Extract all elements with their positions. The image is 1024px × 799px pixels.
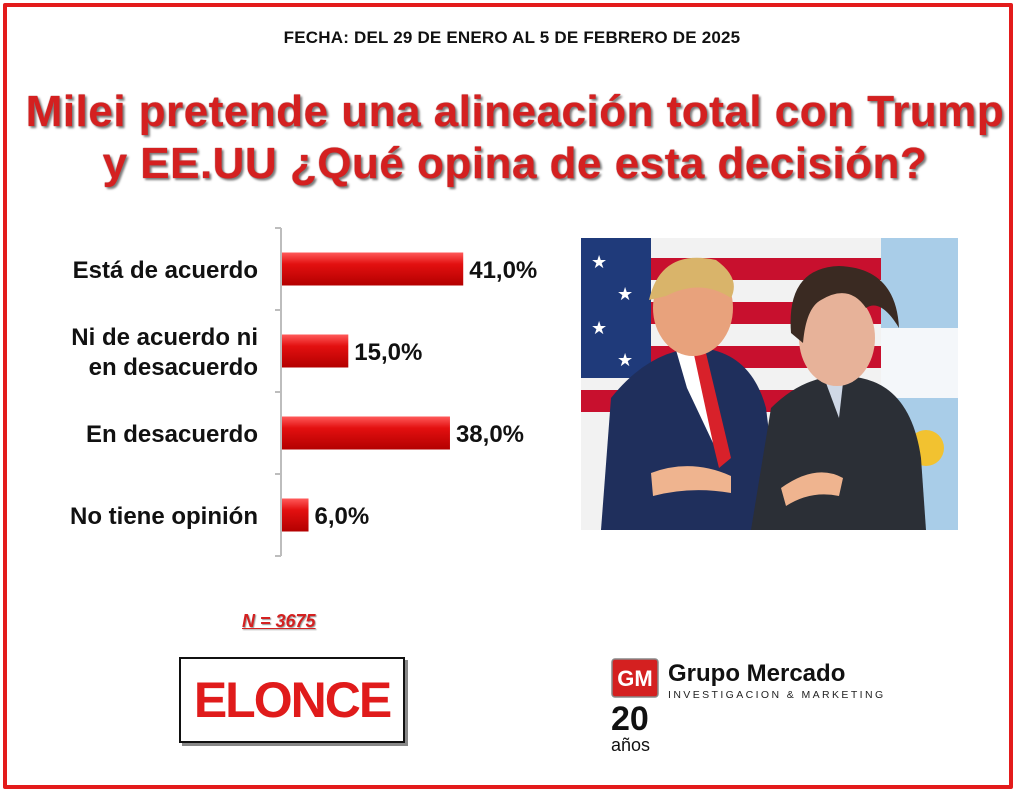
bar bbox=[282, 334, 349, 368]
svg-text:★: ★ bbox=[591, 252, 607, 273]
anniversary-number: 20 bbox=[611, 700, 649, 738]
title-line-2: y EE.UU ¿Qué opina de esta decisión? bbox=[102, 139, 928, 188]
bar bbox=[282, 498, 309, 532]
category-label: Está de acuerdo bbox=[73, 257, 258, 284]
bar bbox=[282, 252, 464, 286]
category-label-line: en desacuerdo bbox=[89, 354, 258, 381]
category-label-line: No tiene opinión bbox=[70, 503, 258, 530]
grupo-mercado-name: Grupo Mercado bbox=[668, 660, 846, 687]
trump-milei-photo: ★ ★ ★ ★ bbox=[581, 238, 958, 530]
grupo-mercado-tagline: INVESTIGACION & MARKETING bbox=[668, 689, 886, 701]
red-border-frame bbox=[3, 3, 1013, 789]
category-label: Ni de acuerdo ni en desacuerdo bbox=[71, 324, 258, 381]
chart-title: Milei pretende una alineación total con … bbox=[20, 86, 1010, 190]
gm-mark-text: GM bbox=[617, 666, 652, 691]
category-label-line: Ni de acuerdo ni bbox=[71, 324, 258, 351]
svg-text:★: ★ bbox=[617, 284, 633, 305]
value-label: 41,0% bbox=[469, 257, 537, 284]
sample-size: N = 3675 bbox=[242, 611, 316, 631]
svg-text:★: ★ bbox=[591, 318, 607, 339]
grupo-mercado-logo-icon: GM bbox=[611, 658, 659, 698]
category-label-line: En desacuerdo bbox=[86, 421, 258, 448]
svg-text:★: ★ bbox=[617, 350, 633, 371]
anniversary-word: años bbox=[611, 735, 651, 755]
elonce-logo: ELONCE bbox=[179, 657, 405, 743]
title-line-1: Milei pretende una alineación total con … bbox=[25, 87, 1005, 136]
value-label: 38,0% bbox=[456, 421, 524, 448]
elonce-logo-text: ELONCE bbox=[193, 672, 392, 728]
survey-date: FECHA: DEL 29 DE ENERO AL 5 DE FEBRERO D… bbox=[283, 28, 741, 47]
category-label: En desacuerdo bbox=[86, 421, 258, 448]
value-label: 6,0% bbox=[315, 503, 370, 530]
category-label-line: Está de acuerdo bbox=[73, 257, 258, 284]
value-label: 15,0% bbox=[354, 339, 422, 366]
bar bbox=[282, 416, 450, 450]
category-label: No tiene opinión bbox=[70, 503, 258, 530]
